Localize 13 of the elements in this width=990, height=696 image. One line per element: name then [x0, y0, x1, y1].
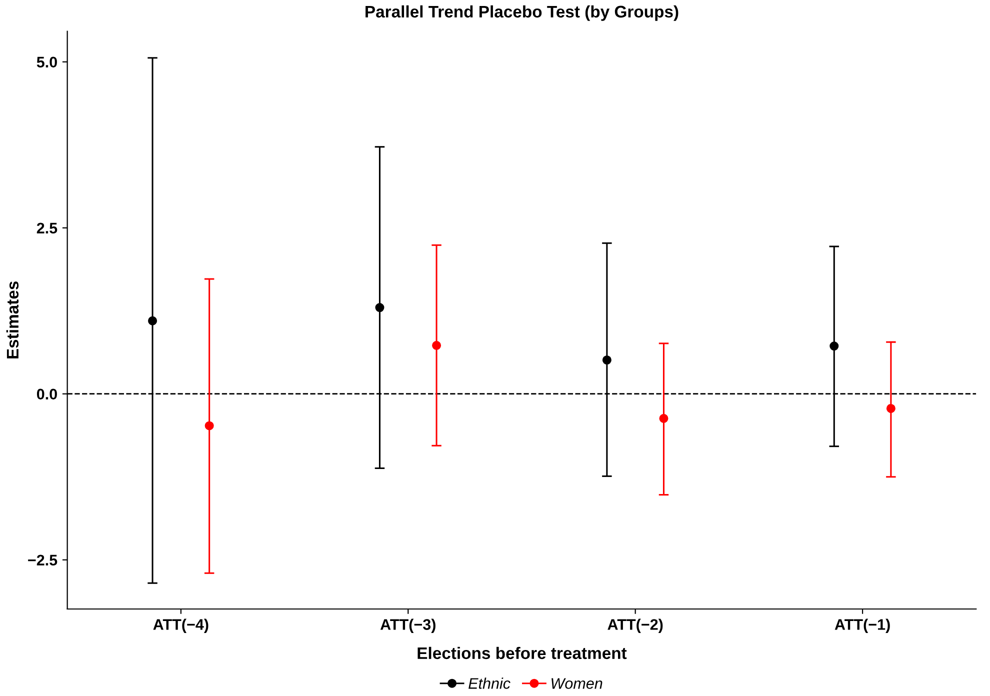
y-tick-label: 0.0	[36, 388, 57, 400]
x-tick-label: ATT(−3)	[380, 618, 436, 633]
legend-label: Women	[552, 678, 602, 689]
legend-label: Ethnic	[468, 678, 510, 689]
y-tick-label: −2.5	[28, 554, 58, 566]
y-axis-title: Estimates	[6, 281, 19, 358]
y-tick-label: 2.5	[36, 222, 58, 234]
x-tick-label: ATT(−2)	[608, 618, 663, 633]
x-tick-label: ATT(−4)	[153, 618, 208, 633]
chart-title: Parallel Trend Placebo Test (by Groups)	[366, 5, 678, 21]
x-axis-title: Elections before treatment	[418, 646, 627, 660]
x-tick-label: ATT(−1)	[834, 618, 890, 633]
y-tick-label: 5.0	[36, 56, 57, 68]
